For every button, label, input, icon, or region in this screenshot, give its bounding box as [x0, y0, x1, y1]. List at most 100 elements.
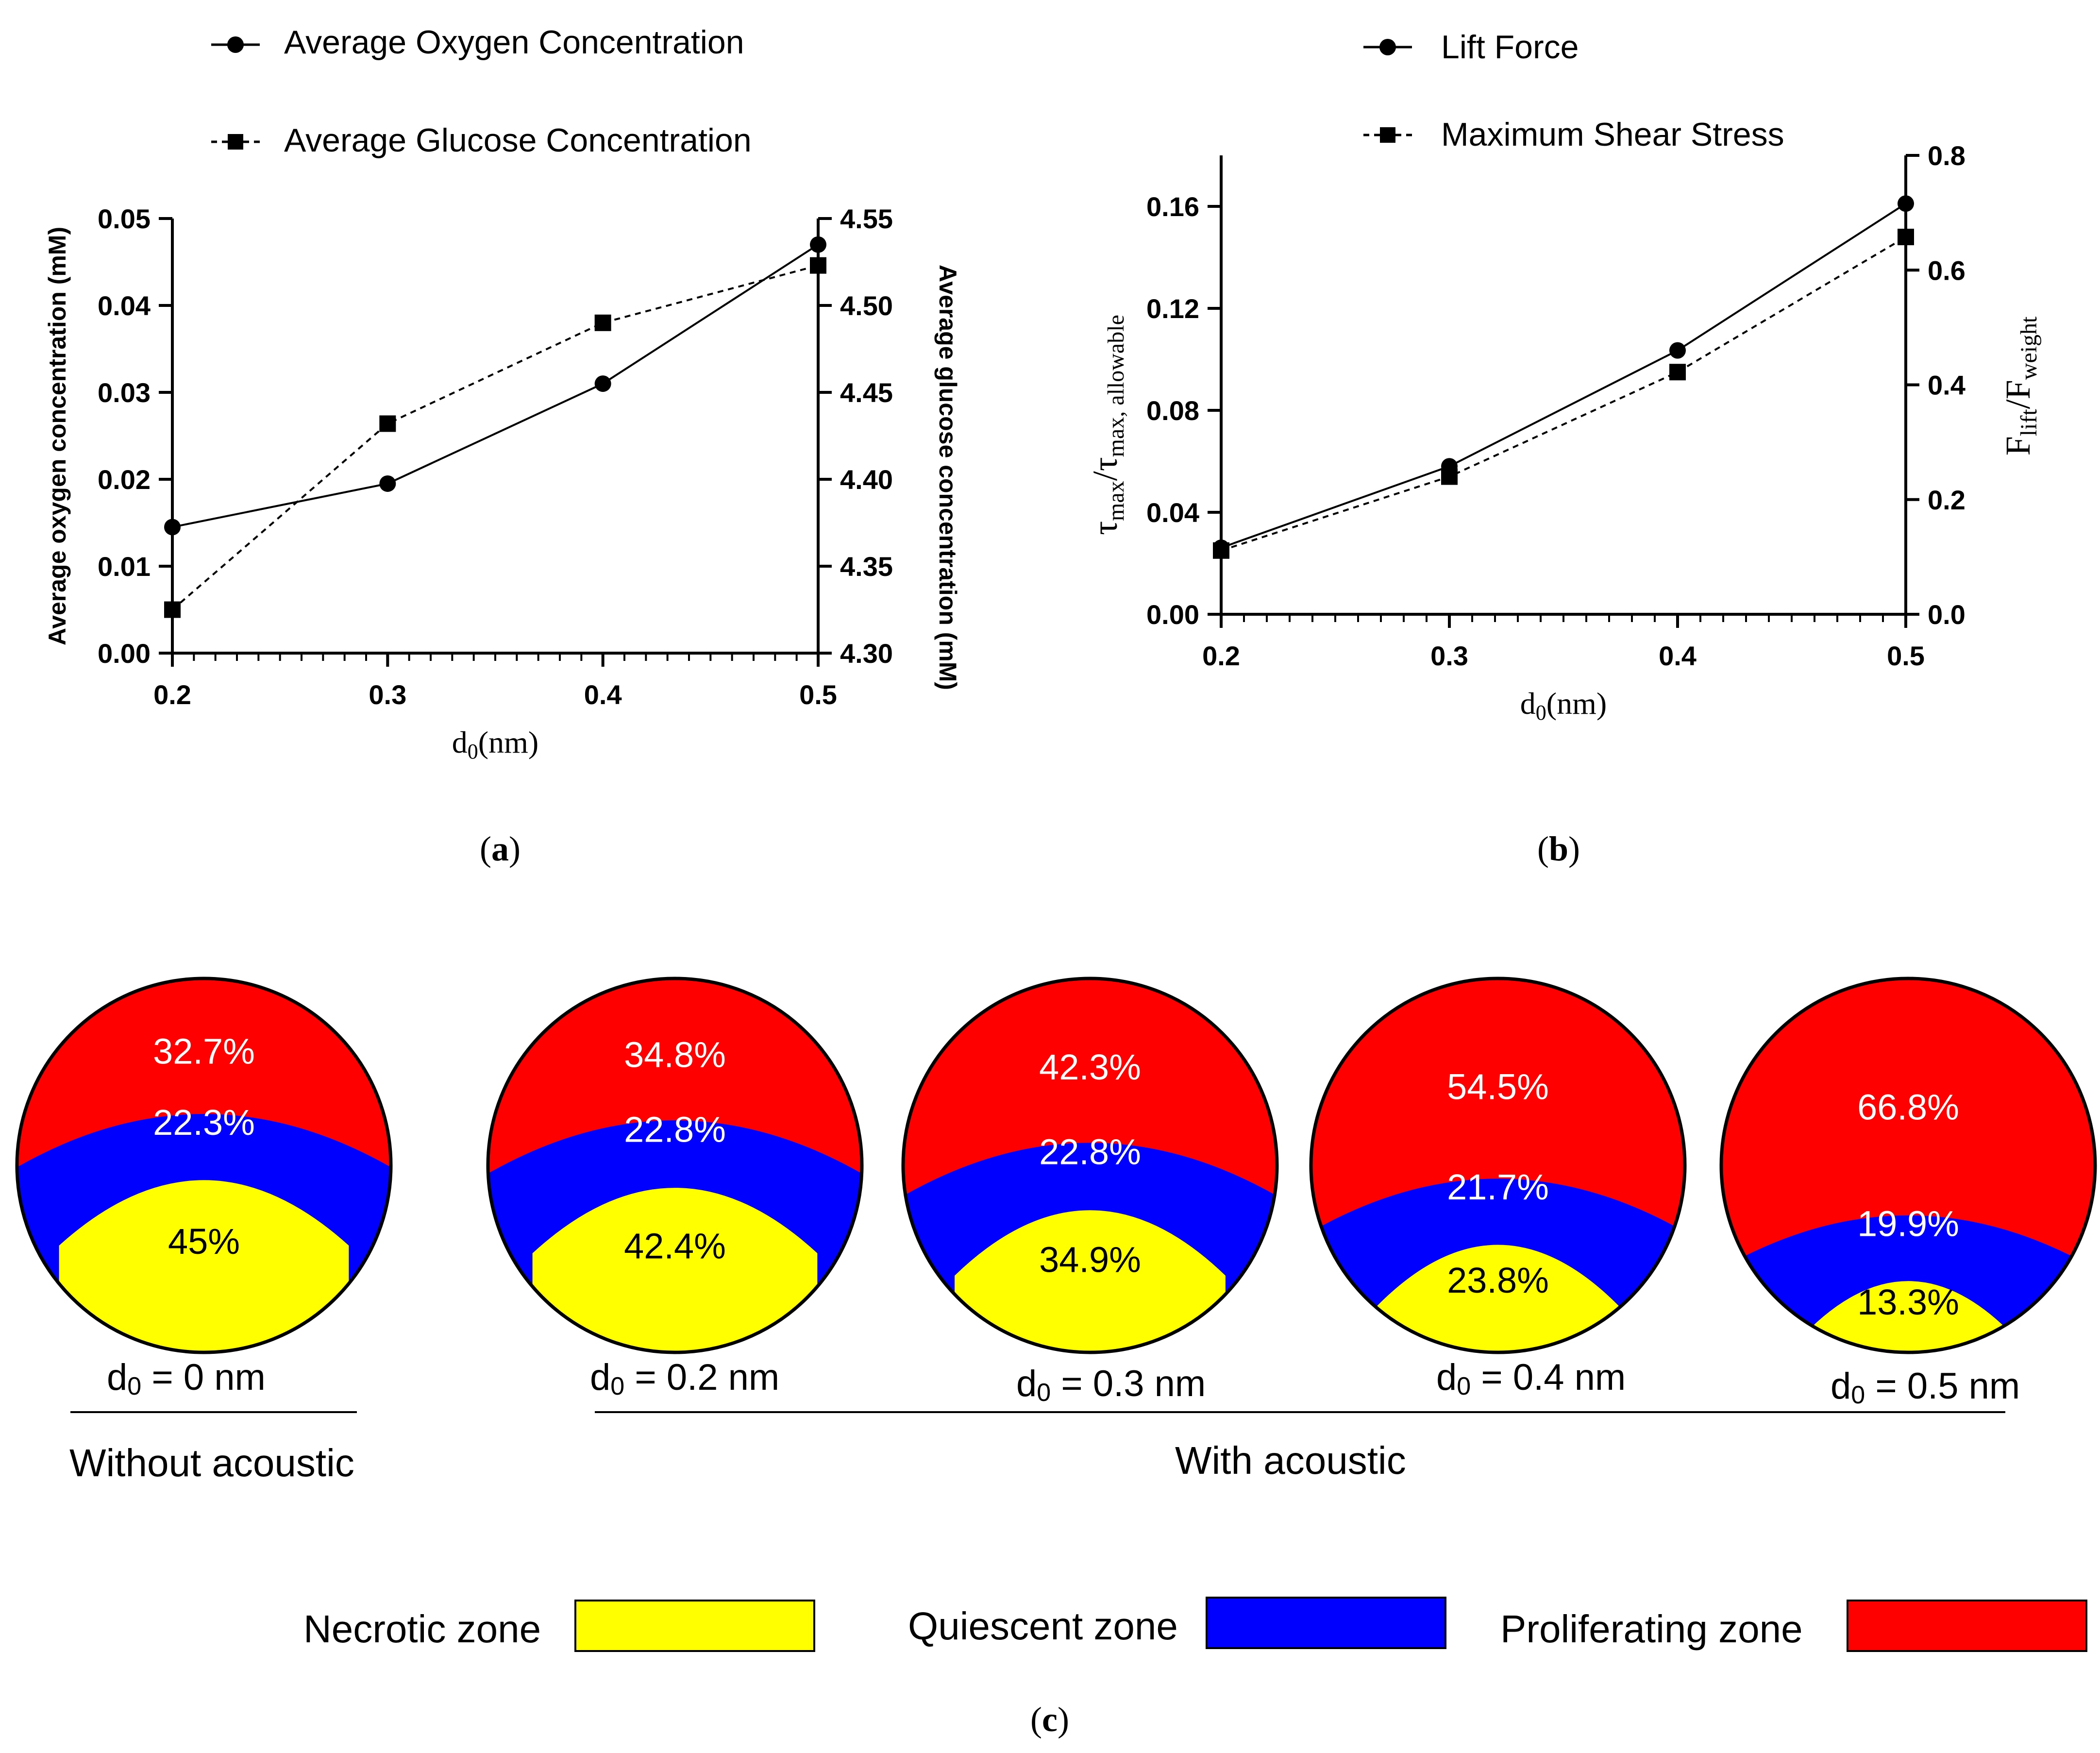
- chart-b: Lift Force Maximum Shear Stress 0.2 0.3 0.…: [1086, 29, 2042, 868]
- chart-a-series-0-point: [594, 375, 611, 392]
- necrotic-percent: 23.8%: [1447, 1260, 1549, 1300]
- chart-b-series-0-point: [1669, 342, 1686, 359]
- necrotic-region: [1373, 1245, 1623, 1352]
- chart-a: Average Oxygen Concentration Average Glu…: [44, 24, 961, 868]
- chart-a-y-right-tick-label: 4.45: [840, 377, 893, 408]
- zone-circle-1: [488, 978, 862, 1352]
- legend-a-oxygen-marker: [227, 36, 244, 53]
- chart-a-y-left-tick-label: 0.05: [98, 203, 151, 234]
- necrotic-percent: 42.4%: [624, 1226, 726, 1266]
- legend-b-lift-label: Lift Force: [1441, 29, 1579, 66]
- proliferating-percent: 54.5%: [1447, 1067, 1549, 1107]
- quiescent-percent: 22.8%: [624, 1109, 726, 1149]
- chart-b-x-tick-label: 0.2: [1202, 641, 1240, 671]
- legend-quiescent-label: Quiescent zone: [908, 1604, 1178, 1648]
- chart-a-y-right-tick-label: 4.40: [840, 464, 893, 495]
- zone-circle-outline: [1309, 977, 1687, 1354]
- legend-b-lift-marker: [1379, 39, 1396, 55]
- zone-circle-outline: [1719, 977, 2097, 1354]
- chart-a-y-left-tick-label: 0.01: [98, 551, 151, 582]
- legend-a-glucose-label: Average Glucose Concentration: [284, 122, 752, 159]
- necrotic-percent: 34.9%: [1039, 1239, 1141, 1280]
- chart-a-series-0-point: [379, 475, 396, 492]
- legend-a: Average Oxygen Concentration Average Glu…: [211, 24, 752, 159]
- group-label-with: With acoustic: [1175, 1439, 1406, 1482]
- y-axis-title-left-b: τmax/τmax, allowable: [1086, 315, 1129, 535]
- chart-a-y-right-tick-label: 4.55: [840, 203, 893, 234]
- zone-circle-0: [17, 978, 391, 1352]
- chart-b-y-right-tick-label: 0.0: [1928, 599, 1966, 630]
- chart-b-series-1-point: [1213, 542, 1229, 559]
- chart-b-series-1-line: [1221, 236, 1907, 552]
- chart-a-x-tick-label: 0.3: [369, 679, 406, 710]
- necrotic-region: [955, 1210, 1226, 1352]
- chart-b-x-tick-label: 0.4: [1659, 641, 1697, 671]
- proliferating-percent: 32.7%: [153, 1031, 255, 1071]
- chart-a-series-0-point: [164, 519, 181, 536]
- chart-a-y-left-tick-label: 0.04: [98, 290, 151, 321]
- chart-b-y-left-tick-label: 0.16: [1146, 191, 1199, 222]
- chart-b-y-left-tick-label: 0.08: [1146, 395, 1199, 426]
- chart-b-series-1-point: [1441, 468, 1458, 485]
- caption-d0-0.2: d0 = 0.2 nm: [590, 1357, 779, 1400]
- necrotic-region: [532, 1188, 818, 1352]
- chart-a-y-left-tick-label: 0.00: [98, 638, 151, 669]
- chart-b-series-0-point: [1898, 195, 1914, 212]
- legend-quiescent-swatch: [1206, 1597, 1446, 1649]
- legend-proliferating-label: Proliferating zone: [1500, 1607, 1803, 1651]
- zone-circle-outline: [15, 977, 393, 1354]
- chart-b-series-1-point: [1669, 364, 1686, 381]
- legend-necrotic-label: Necrotic zone: [303, 1607, 541, 1651]
- chart-b-y-left-tick-label: 0.12: [1146, 293, 1199, 324]
- zone-circle-3: [1311, 978, 1685, 1352]
- proliferating-percent: 42.3%: [1039, 1047, 1141, 1087]
- chart-b-y-right-tick-label: 0.6: [1928, 255, 1966, 286]
- chart-b-y-right-tick-label: 0.2: [1928, 485, 1966, 515]
- quiescent-percent: 22.3%: [153, 1102, 255, 1143]
- legend-b-shear-marker: [1380, 127, 1395, 143]
- group-label-without: Without acoustic: [69, 1441, 354, 1484]
- zone-diagram-c: 32.7% 22.3% 45% 34.8% 22.8% 42.4% 42.3% 22.8% 34…: [15, 977, 2097, 1739]
- chart-b-series-1-point: [1898, 229, 1914, 245]
- legend-b-shear-label: Maximum Shear Stress: [1441, 116, 1784, 153]
- y-axis-title-right-b: Flift/Fweight: [1999, 316, 2042, 455]
- caption-d0-0.3: d0 = 0.3 nm: [1016, 1363, 1206, 1407]
- panel-label-a: (a): [480, 829, 521, 868]
- chart-b-x-tick-label: 0.3: [1430, 641, 1468, 671]
- proliferating-percent: 66.8%: [1857, 1087, 1959, 1127]
- panel-label-b: (b): [1537, 829, 1580, 868]
- chart-b-y-left-tick-label: 0.00: [1146, 599, 1199, 630]
- chart-a-series-1-point: [379, 415, 396, 432]
- legend-b: Lift Force Maximum Shear Stress: [1363, 29, 1784, 153]
- legend-a-oxygen-label: Average Oxygen Concentration: [284, 24, 744, 61]
- chart-a-series-1-point: [164, 601, 181, 618]
- quiescent-percent: 22.8%: [1039, 1132, 1141, 1172]
- panel-label-c: (c): [1030, 1700, 1069, 1739]
- zone-circle-2: [903, 978, 1277, 1352]
- chart-b-x-tick-label: 0.5: [1887, 641, 1925, 671]
- y-axis-title-left-a: Average oxygen concentration (mM): [44, 227, 71, 645]
- caption-d0-0.4: d0 = 0.4 nm: [1436, 1357, 1626, 1400]
- x-axis-title-a: d0(nm): [452, 725, 538, 763]
- chart-a-y-right-tick-label: 4.50: [840, 290, 893, 321]
- chart-a-y-left-tick-label: 0.02: [98, 464, 151, 495]
- chart-a-y-right-tick-label: 4.30: [840, 638, 893, 669]
- legend-a-glucose-marker: [228, 134, 243, 150]
- chart-a-y-right-tick-label: 4.35: [840, 551, 893, 582]
- chart-a-x-tick-label: 0.2: [153, 679, 191, 710]
- zone-legend: Necrotic zone Quiescent zone Proliferati…: [303, 1597, 2087, 1652]
- caption-d0-0: d0 = 0 nm: [107, 1357, 266, 1400]
- y-axis-title-right-a: Average glucose concentration (mM): [934, 265, 961, 690]
- chart-b-y-left-tick-label: 0.04: [1146, 497, 1199, 528]
- necrotic-region: [59, 1180, 349, 1352]
- x-axis-title-b: d0(nm): [1520, 686, 1607, 725]
- necrotic-percent: 13.3%: [1857, 1282, 1959, 1322]
- chart-a-series-0-point: [810, 236, 826, 253]
- chart-a-series-1-point: [594, 314, 611, 331]
- quiescent-percent: 19.9%: [1857, 1203, 1959, 1244]
- chart-a-x-tick-label: 0.4: [584, 679, 622, 710]
- chart-a-series-1-point: [810, 257, 826, 274]
- legend-proliferating-swatch: [1847, 1600, 2087, 1652]
- quiescent-percent: 21.7%: [1447, 1167, 1549, 1207]
- necrotic-percent: 45%: [168, 1221, 240, 1262]
